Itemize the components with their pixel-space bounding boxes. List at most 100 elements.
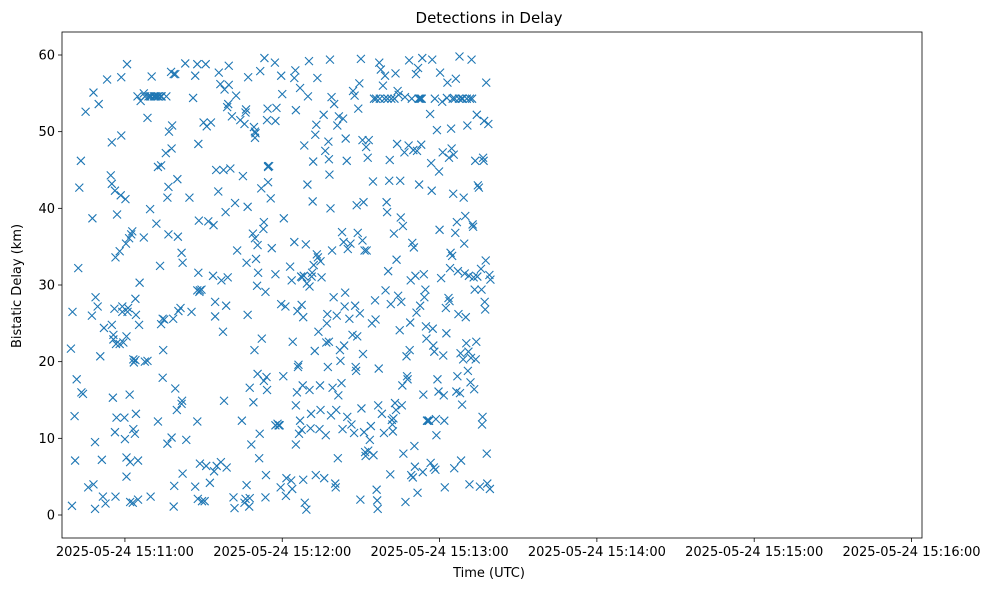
data-point [74, 183, 84, 193]
data-point [333, 453, 343, 463]
data-point [319, 473, 329, 483]
data-point [164, 182, 173, 192]
data-point [147, 72, 157, 81]
data-point [209, 466, 219, 476]
data-point [324, 154, 334, 164]
data-point [343, 244, 353, 254]
data-point [481, 78, 491, 87]
data-point [194, 216, 204, 225]
data-point [243, 310, 253, 320]
data-point [337, 227, 347, 237]
data-point [327, 246, 337, 255]
data-point [131, 355, 140, 365]
data-point [146, 492, 156, 501]
data-point [407, 94, 417, 104]
data-point [323, 362, 333, 372]
data-point [464, 271, 474, 281]
data-point [430, 94, 440, 104]
data-point [210, 312, 220, 321]
x-tick-label: 2025-05-24 15:11:00 [56, 545, 194, 560]
data-point [164, 127, 174, 137]
data-point [94, 99, 104, 109]
data-point [176, 303, 185, 313]
data-point [403, 374, 412, 384]
data-point [297, 300, 307, 310]
data-point [259, 217, 269, 227]
data-point [316, 405, 325, 415]
data-point [444, 293, 453, 303]
data-point [476, 264, 486, 274]
y-tick-label: 60 [38, 49, 55, 64]
data-point [453, 371, 462, 381]
data-point [417, 94, 427, 104]
data-point [461, 338, 471, 348]
data-point [97, 455, 107, 465]
data-point [279, 213, 289, 223]
data-point [376, 65, 386, 74]
data-point [298, 475, 308, 485]
data-point [271, 116, 280, 126]
data-point [412, 146, 422, 156]
data-point [251, 254, 261, 264]
data-point [270, 58, 280, 68]
data-point [405, 345, 415, 355]
data-point [444, 153, 454, 163]
data-point [107, 138, 117, 147]
data-point [396, 213, 406, 222]
data-point [145, 204, 155, 214]
data-point [295, 83, 305, 93]
data-point [311, 470, 321, 480]
data-point [328, 383, 337, 393]
data-point [161, 148, 171, 158]
data-point [106, 170, 116, 180]
data-point [415, 301, 425, 311]
data-point [90, 504, 100, 514]
data-point [297, 425, 307, 435]
data-point [139, 88, 149, 98]
data-point [305, 282, 314, 291]
data-point [177, 396, 187, 406]
data-point [385, 155, 395, 165]
data-point [107, 179, 117, 189]
data-point [438, 147, 448, 157]
data-point [249, 397, 258, 407]
data-point [319, 110, 329, 120]
data-point [172, 174, 182, 184]
data-point [354, 78, 364, 88]
data-point [300, 498, 310, 508]
data-point [350, 91, 359, 101]
data-point [135, 278, 144, 288]
data-point [414, 180, 424, 189]
data-point [112, 210, 122, 219]
data-point [477, 285, 486, 294]
data-point [415, 94, 425, 104]
data-point [123, 303, 133, 313]
data-point [448, 94, 458, 104]
data-point [222, 463, 232, 472]
data-point [456, 456, 466, 465]
data-point [164, 230, 173, 239]
data-point [312, 73, 322, 83]
data-point [66, 344, 76, 354]
data-point [329, 292, 339, 302]
data-point [465, 479, 474, 489]
data-point [475, 482, 485, 492]
series-detections [66, 52, 495, 515]
data-point [332, 311, 342, 321]
data-point [305, 385, 314, 395]
data-point [170, 384, 180, 393]
data-point [377, 409, 387, 419]
y-tick-label: 10 [38, 432, 55, 447]
data-point [209, 220, 218, 230]
data-point [131, 294, 140, 304]
data-point [285, 262, 295, 271]
data-point [446, 248, 455, 258]
data-point [243, 202, 253, 212]
data-point [307, 272, 316, 281]
data-point [434, 167, 444, 176]
data-point [125, 457, 135, 467]
data-point [347, 420, 356, 429]
data-point [261, 287, 270, 297]
data-point [422, 334, 431, 344]
data-point [192, 59, 202, 69]
